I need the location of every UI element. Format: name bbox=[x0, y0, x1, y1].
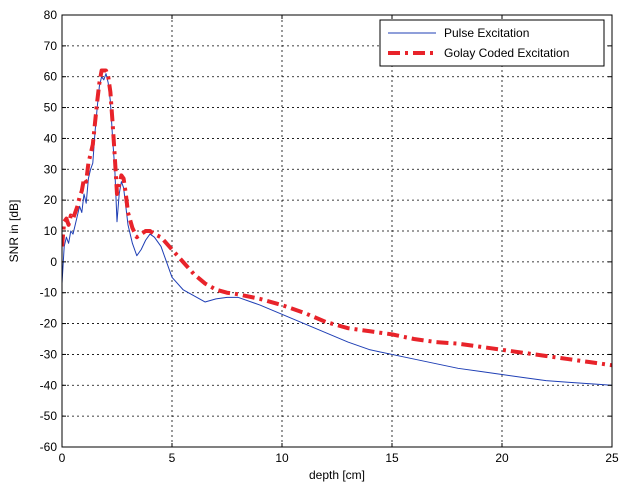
y-tick-label: -60 bbox=[40, 440, 58, 454]
legend-label-pulse: Pulse Excitation bbox=[444, 26, 529, 40]
x-tick-label: 0 bbox=[59, 451, 66, 465]
y-tick-label: 60 bbox=[44, 70, 58, 84]
y-tick-label: 20 bbox=[44, 193, 58, 207]
y-tick-label: -50 bbox=[40, 409, 58, 423]
x-tick-label: 10 bbox=[275, 451, 289, 465]
y-axis-label: SNR in [dB] bbox=[7, 200, 21, 263]
legend: Pulse Excitation Golay Coded Excitation bbox=[379, 19, 605, 67]
x-tick-label: 20 bbox=[495, 451, 509, 465]
x-axis-label: depth [cm] bbox=[309, 468, 365, 482]
series-lines bbox=[62, 68, 612, 386]
y-tick-label: -30 bbox=[40, 347, 58, 361]
x-tick-label: 25 bbox=[605, 451, 619, 465]
y-tick-label: -10 bbox=[40, 286, 58, 300]
axis-ticks: 0 5 10 15 20 25 -60 -50 -40 -30 -20 -10 0 10 20 30 40 50 6… bbox=[40, 8, 619, 465]
y-tick-label: -40 bbox=[40, 378, 58, 392]
y-tick-label: 80 bbox=[44, 8, 58, 22]
y-tick-label: 50 bbox=[44, 101, 58, 115]
series-line-pulse bbox=[62, 73, 612, 386]
x-tick-label: 5 bbox=[169, 451, 176, 465]
x-tick-label: 15 bbox=[385, 451, 399, 465]
legend-box bbox=[379, 19, 605, 67]
y-tick-label: 30 bbox=[44, 162, 58, 176]
y-tick-label: 40 bbox=[44, 131, 58, 145]
y-tick-label: -20 bbox=[40, 317, 58, 331]
y-tick-label: 10 bbox=[44, 224, 58, 238]
grid bbox=[62, 15, 612, 447]
legend-label-golay: Golay Coded Excitation bbox=[444, 46, 569, 60]
series-line-golay bbox=[62, 68, 612, 368]
y-tick-label: 0 bbox=[50, 255, 57, 269]
y-tick-label: 70 bbox=[44, 39, 58, 53]
